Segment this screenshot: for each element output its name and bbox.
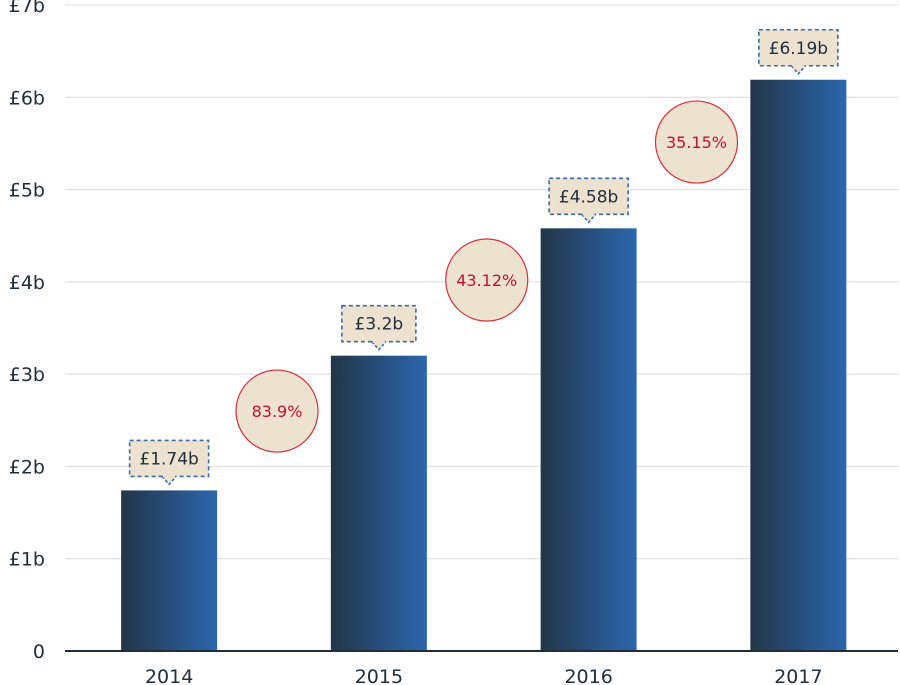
growth-badge: 83.9%	[235, 369, 319, 453]
bar-2017	[750, 79, 847, 652]
value-callout: £3.2b	[341, 304, 417, 351]
y-tick-label: £6b	[9, 87, 45, 109]
growth-label: 35.15%	[666, 133, 727, 152]
growth-label: 83.9%	[252, 402, 303, 421]
value-callout: £6.19b	[758, 28, 839, 75]
x-tick-label: 2017	[774, 666, 822, 685]
callout-box	[548, 177, 629, 216]
value-label: £1.74b	[139, 449, 198, 469]
x-tick-label: 2015	[355, 666, 403, 685]
y-axis-ticks: 0 £1b £2b £3b £4b £5b £6b £7b	[9, 0, 45, 663]
value-label: £3.2b	[355, 315, 404, 335]
callout-pointer	[581, 213, 597, 224]
value-callout: £4.58b	[548, 177, 629, 224]
y-tick-label: 0	[33, 641, 45, 663]
value-callouts: £1.74b £3.2b £4.58b £6.19b	[128, 28, 839, 486]
bars	[121, 79, 847, 652]
value-callout: £1.74b	[128, 439, 210, 486]
growth-badge: 43.12%	[445, 238, 529, 322]
x-axis-ticks: 2014 2015 2016 2017	[145, 666, 823, 685]
value-label: £4.58b	[559, 187, 618, 207]
growth-badge: 35.15%	[654, 100, 739, 184]
callout-box	[128, 439, 210, 478]
y-tick-label: £3b	[9, 364, 45, 386]
growth-circle	[654, 100, 739, 184]
growth-circle	[445, 238, 529, 322]
growth-badges: 83.9% 43.12% 35.15%	[235, 100, 739, 453]
growth-label: 43.12%	[456, 271, 517, 290]
bar-2015	[330, 355, 427, 651]
y-tick-label: £7b	[9, 0, 45, 17]
x-tick-label: 2014	[145, 666, 193, 685]
growth-circle	[235, 369, 319, 453]
x-tick-label: 2016	[564, 666, 612, 685]
callout-pointer	[790, 65, 806, 75]
y-tick-label: £2b	[9, 456, 45, 478]
bar-2014	[121, 490, 218, 651]
value-label: £6.19b	[769, 39, 828, 59]
bar-2016	[540, 228, 637, 651]
callout-pointer	[371, 341, 387, 351]
callout-box	[341, 304, 417, 343]
y-tick-label: £4b	[9, 272, 45, 294]
y-tick-label: £1b	[9, 549, 45, 571]
y-tick-label: £5b	[9, 180, 45, 202]
callout-pointer	[161, 475, 177, 486]
